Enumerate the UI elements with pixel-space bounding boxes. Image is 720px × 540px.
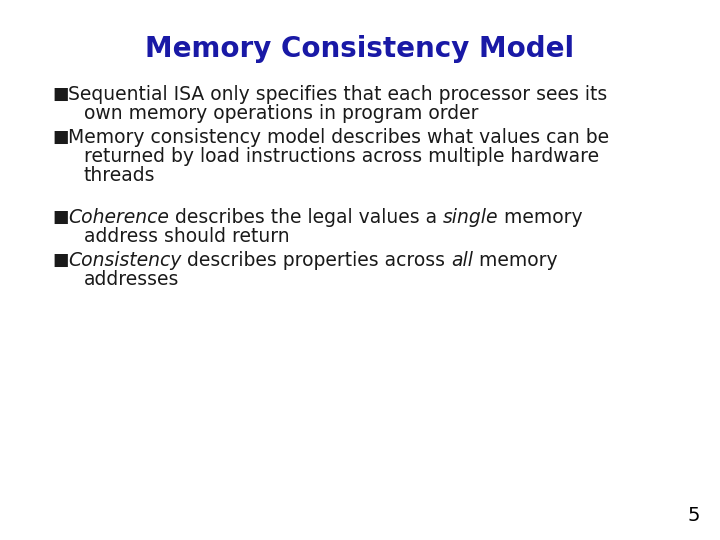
Text: ■: ■ (52, 208, 68, 226)
Text: Memory Consistency Model: Memory Consistency Model (145, 35, 575, 63)
Text: describes properties across: describes properties across (181, 251, 451, 270)
Text: returned by load instructions across multiple hardware: returned by load instructions across mul… (84, 147, 599, 166)
Text: single: single (443, 208, 498, 227)
Text: describes the legal values a: describes the legal values a (169, 208, 443, 227)
Text: threads: threads (84, 166, 156, 185)
Text: memory: memory (473, 251, 558, 270)
Text: ■: ■ (52, 128, 68, 146)
Text: address should return: address should return (84, 227, 289, 246)
Text: memory: memory (498, 208, 583, 227)
Text: Consistency: Consistency (68, 251, 181, 270)
Text: ■: ■ (52, 85, 68, 103)
Text: own memory operations in program order: own memory operations in program order (84, 104, 479, 123)
Text: addresses: addresses (84, 270, 179, 289)
Text: Sequential ISA only specifies that each processor sees its: Sequential ISA only specifies that each … (68, 85, 607, 104)
Text: Coherence: Coherence (68, 208, 169, 227)
Text: Memory consistency model describes what values can be: Memory consistency model describes what … (68, 128, 609, 147)
Text: ■: ■ (52, 251, 68, 269)
Text: 5: 5 (688, 506, 700, 525)
Text: all: all (451, 251, 473, 270)
